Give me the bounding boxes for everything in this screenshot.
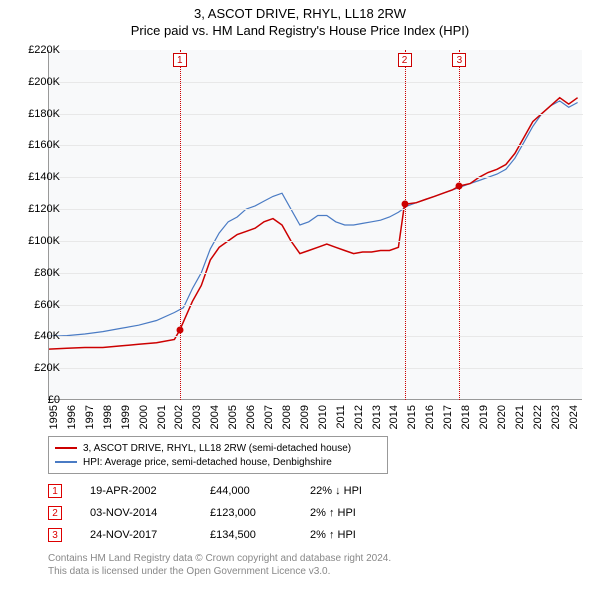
footer-attribution: Contains HM Land Registry data © Crown c… bbox=[48, 552, 391, 578]
tx-date-1: 19-APR-2002 bbox=[90, 485, 210, 497]
x-tick-label: 1999 bbox=[120, 405, 132, 445]
x-tick-label: 2016 bbox=[424, 405, 436, 445]
title-subtitle: Price paid vs. HM Land Registry's House … bbox=[0, 23, 600, 38]
marker-point bbox=[401, 201, 408, 208]
title-address: 3, ASCOT DRIVE, RHYL, LL18 2RW bbox=[0, 6, 600, 21]
x-tick-label: 2005 bbox=[227, 405, 239, 445]
tx-date-2: 03-NOV-2014 bbox=[90, 507, 210, 519]
table-row: 2 03-NOV-2014 £123,000 2% ↑ HPI bbox=[48, 502, 400, 524]
gridline bbox=[49, 145, 583, 146]
y-tick-label: £220K bbox=[20, 44, 60, 56]
x-tick-label: 1996 bbox=[66, 405, 78, 445]
x-tick-label: 2010 bbox=[317, 405, 329, 445]
y-tick-label: £100K bbox=[20, 235, 60, 247]
marker-label-box: 2 bbox=[398, 53, 412, 67]
marker-point bbox=[176, 327, 183, 334]
legend-swatch-hpi bbox=[55, 461, 77, 463]
x-tick-label: 2009 bbox=[299, 405, 311, 445]
footer-line1: Contains HM Land Registry data © Crown c… bbox=[48, 552, 391, 565]
y-tick-label: £20K bbox=[20, 362, 60, 374]
x-tick-label: 1998 bbox=[102, 405, 114, 445]
marker-vline bbox=[180, 50, 181, 400]
x-tick-label: 2020 bbox=[496, 405, 508, 445]
gridline bbox=[49, 82, 583, 83]
chart-container: 3, ASCOT DRIVE, RHYL, LL18 2RW Price pai… bbox=[0, 0, 600, 590]
gridline bbox=[49, 273, 583, 274]
legend-label-hpi: HPI: Average price, semi-detached house,… bbox=[83, 457, 332, 468]
tx-price-3: £134,500 bbox=[210, 529, 310, 541]
x-tick-label: 2001 bbox=[156, 405, 168, 445]
x-tick-label: 2024 bbox=[568, 405, 580, 445]
x-tick-label: 2017 bbox=[442, 405, 454, 445]
marker-label-box: 1 bbox=[173, 53, 187, 67]
legend-swatch-property bbox=[55, 447, 77, 449]
x-tick-label: 2007 bbox=[263, 405, 275, 445]
x-tick-label: 2021 bbox=[514, 405, 526, 445]
x-tick-label: 2008 bbox=[281, 405, 293, 445]
marker-vline bbox=[405, 50, 406, 400]
x-tick-label: 2002 bbox=[173, 405, 185, 445]
gridline bbox=[49, 305, 583, 306]
tx-price-1: £44,000 bbox=[210, 485, 310, 497]
x-tick-label: 2022 bbox=[532, 405, 544, 445]
gridline bbox=[49, 177, 583, 178]
tx-date-3: 24-NOV-2017 bbox=[90, 529, 210, 541]
tx-marker-1: 1 bbox=[48, 484, 62, 498]
x-tick-label: 2014 bbox=[388, 405, 400, 445]
x-tick-label: 1995 bbox=[48, 405, 60, 445]
tx-pct-1: 22% ↓ HPI bbox=[310, 485, 400, 497]
marker-vline bbox=[459, 50, 460, 400]
y-tick-label: £200K bbox=[20, 76, 60, 88]
y-tick-label: £180K bbox=[20, 108, 60, 120]
tx-price-2: £123,000 bbox=[210, 507, 310, 519]
chart-lines-svg bbox=[49, 50, 583, 400]
property-line bbox=[49, 98, 578, 349]
tx-pct-2: 2% ↑ HPI bbox=[310, 507, 400, 519]
y-tick-label: £140K bbox=[20, 171, 60, 183]
x-tick-label: 2011 bbox=[335, 405, 347, 445]
x-tick-label: 2018 bbox=[460, 405, 472, 445]
hpi-line bbox=[49, 101, 578, 337]
chart-area: 1 2 3 bbox=[48, 50, 582, 400]
footer-line2: This data is licensed under the Open Gov… bbox=[48, 565, 391, 578]
tx-marker-3: 3 bbox=[48, 528, 62, 542]
legend-item-hpi: HPI: Average price, semi-detached house,… bbox=[55, 455, 381, 469]
y-tick-label: £60K bbox=[20, 299, 60, 311]
x-tick-label: 2006 bbox=[245, 405, 257, 445]
x-tick-label: 2013 bbox=[371, 405, 383, 445]
x-tick-label: 2019 bbox=[478, 405, 490, 445]
x-tick-label: 2015 bbox=[406, 405, 418, 445]
gridline bbox=[49, 336, 583, 337]
marker-point bbox=[456, 183, 463, 190]
title-block: 3, ASCOT DRIVE, RHYL, LL18 2RW Price pai… bbox=[0, 0, 600, 38]
gridline bbox=[49, 241, 583, 242]
plot-region: 1 2 3 bbox=[48, 50, 582, 400]
gridline bbox=[49, 114, 583, 115]
y-tick-label: £160K bbox=[20, 139, 60, 151]
x-tick-label: 2023 bbox=[550, 405, 562, 445]
x-tick-label: 1997 bbox=[84, 405, 96, 445]
y-tick-label: £120K bbox=[20, 203, 60, 215]
x-tick-label: 2000 bbox=[138, 405, 150, 445]
x-tick-label: 2012 bbox=[353, 405, 365, 445]
table-row: 3 24-NOV-2017 £134,500 2% ↑ HPI bbox=[48, 524, 400, 546]
gridline bbox=[49, 368, 583, 369]
y-tick-label: £40K bbox=[20, 330, 60, 342]
tx-pct-3: 2% ↑ HPI bbox=[310, 529, 400, 541]
gridline bbox=[49, 209, 583, 210]
marker-label-box: 3 bbox=[452, 53, 466, 67]
x-tick-label: 2003 bbox=[191, 405, 203, 445]
x-tick-label: 2004 bbox=[209, 405, 221, 445]
tx-marker-2: 2 bbox=[48, 506, 62, 520]
y-tick-label: £80K bbox=[20, 267, 60, 279]
transaction-table: 1 19-APR-2002 £44,000 22% ↓ HPI 2 03-NOV… bbox=[48, 480, 400, 546]
table-row: 1 19-APR-2002 £44,000 22% ↓ HPI bbox=[48, 480, 400, 502]
